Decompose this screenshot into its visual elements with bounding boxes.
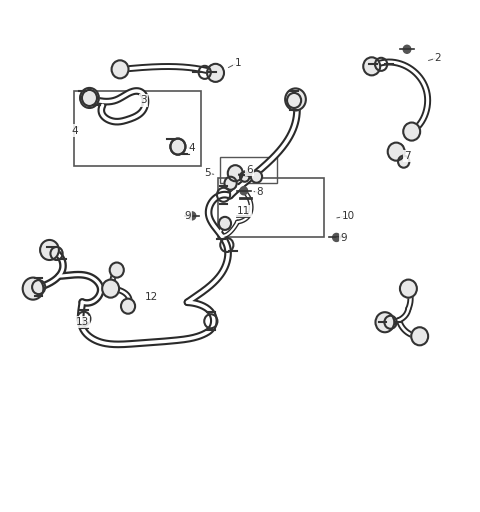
Text: 2: 2 (434, 53, 441, 63)
Circle shape (110, 263, 124, 278)
Text: 12: 12 (145, 292, 158, 302)
Text: 10: 10 (342, 211, 355, 221)
Circle shape (333, 233, 340, 242)
Circle shape (121, 298, 135, 314)
Circle shape (80, 88, 99, 108)
Text: 9: 9 (340, 233, 347, 243)
Circle shape (375, 312, 394, 332)
Circle shape (188, 212, 196, 220)
Bar (220, 157, 276, 183)
Circle shape (170, 139, 185, 155)
Circle shape (363, 57, 380, 75)
Text: 5: 5 (204, 168, 210, 178)
Text: 8: 8 (256, 187, 263, 197)
Bar (218, 178, 324, 237)
Circle shape (219, 217, 231, 230)
Circle shape (388, 143, 405, 161)
Circle shape (400, 280, 417, 297)
Circle shape (102, 280, 119, 297)
Text: 13: 13 (76, 317, 89, 327)
Circle shape (240, 187, 248, 195)
Circle shape (228, 165, 243, 181)
Text: 7: 7 (404, 151, 410, 161)
Text: 9: 9 (184, 211, 191, 221)
Text: 6: 6 (246, 165, 253, 175)
Circle shape (285, 89, 306, 111)
Circle shape (23, 278, 43, 300)
Circle shape (40, 240, 59, 260)
Circle shape (207, 64, 224, 82)
Circle shape (251, 170, 262, 183)
Circle shape (225, 177, 237, 190)
Circle shape (111, 60, 129, 78)
Text: 4: 4 (189, 143, 195, 153)
Circle shape (403, 45, 411, 53)
Circle shape (411, 327, 428, 345)
Bar (74, 92, 202, 166)
Text: 4: 4 (71, 125, 78, 136)
Text: 1: 1 (234, 58, 241, 68)
Circle shape (240, 172, 250, 182)
Text: 11: 11 (237, 206, 251, 216)
Circle shape (398, 156, 409, 168)
Text: 3: 3 (140, 95, 147, 105)
Circle shape (403, 122, 420, 141)
